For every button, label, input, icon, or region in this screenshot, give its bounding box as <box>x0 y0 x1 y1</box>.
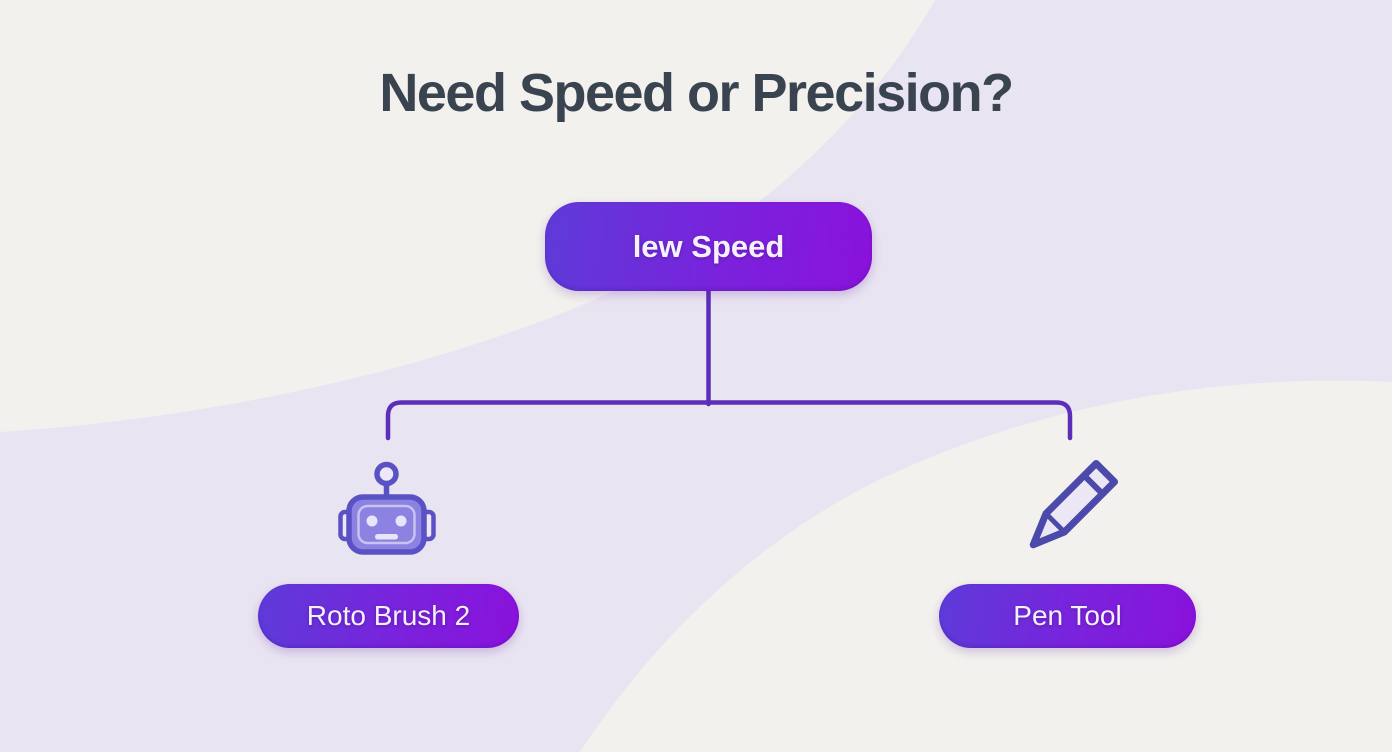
page-title: Need Speed or Precision? <box>379 63 1014 123</box>
robot-icon <box>338 461 436 555</box>
roto-brush-label: Roto Brush 2 <box>306 600 471 631</box>
child-node-pen-tool: Pen Tool <box>939 584 1196 648</box>
root-node-label: lew Speed <box>632 228 785 264</box>
root-node: lew Speed <box>545 202 872 291</box>
child-node-roto-brush: Roto Brush 2 <box>258 584 519 648</box>
pencil-icon <box>1029 459 1119 549</box>
pen-tool-label: Pen Tool <box>1013 600 1122 631</box>
